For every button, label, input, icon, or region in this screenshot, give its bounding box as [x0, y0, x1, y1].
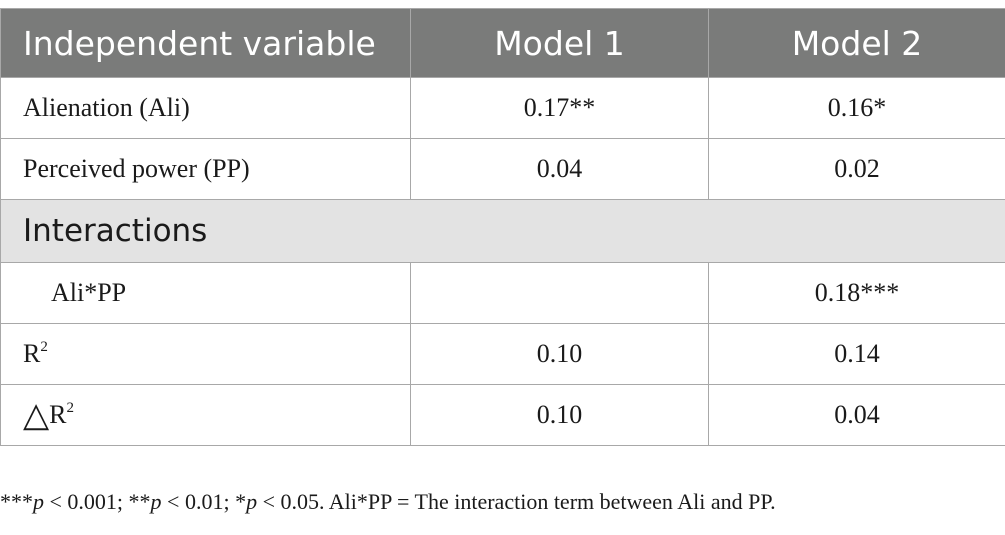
delta-triangle-icon: △	[23, 397, 50, 434]
r-squared-label: R	[23, 339, 41, 368]
regression-table: Independent variable Model 1 Model 2 Ali…	[0, 8, 1005, 446]
header-independent-variable: Independent variable	[0, 8, 411, 78]
row-label-perceived-power: Perceived power (PP)	[0, 138, 411, 200]
cell-model2-ali-pp: 0.18***	[708, 262, 1005, 324]
footnote-stars-3: *	[235, 489, 247, 514]
table-row: Perceived power (PP) 0.04 0.02	[0, 138, 1005, 200]
header-model-1: Model 1	[410, 8, 709, 78]
footnote-cond-3: < 0.05.	[257, 489, 329, 514]
table-row: Ali*PP 0.18***	[0, 262, 1005, 324]
cell-model2-perceived-power: 0.02	[708, 138, 1005, 200]
row-label-alienation: Alienation (Ali)	[0, 77, 411, 139]
r-squared-superscript: 2	[40, 339, 48, 355]
delta-r-squared-superscript: 2	[66, 400, 75, 416]
footnote-p-1: p	[33, 489, 44, 514]
cell-model2-alienation: 0.16*	[708, 77, 1005, 139]
footnote-definition: Ali*PP = The interaction term between Al…	[328, 489, 776, 514]
row-label-delta-r-squared: △R2	[0, 384, 411, 446]
footnote-cond-2: < 0.01;	[161, 489, 236, 514]
cell-model1-delta-r-squared: 0.10	[410, 384, 709, 446]
cell-model1-r-squared: 0.10	[410, 323, 709, 385]
footnote-stars-2: **	[128, 489, 151, 514]
footnote-cond-1: < 0.001;	[44, 489, 129, 514]
table-row: Alienation (Ali) 0.17** 0.16*	[0, 77, 1005, 139]
table-row: △R2 0.10 0.04	[0, 384, 1005, 446]
table-row: R2 0.10 0.14	[0, 323, 1005, 385]
section-label-interactions: Interactions	[0, 199, 1005, 263]
cell-model2-delta-r-squared: 0.04	[708, 384, 1005, 446]
footnote-p-3: p	[246, 489, 258, 514]
cell-model1-perceived-power: 0.04	[410, 138, 709, 200]
cell-model1-alienation: 0.17**	[410, 77, 709, 139]
row-label-r-squared: R2	[0, 323, 411, 385]
header-model-2: Model 2	[708, 8, 1005, 78]
footnote-stars-1: ***	[0, 489, 33, 514]
footnote-p-2: p	[150, 489, 162, 514]
row-label-ali-pp: Ali*PP	[0, 262, 411, 324]
delta-r-squared-label: R	[49, 400, 67, 429]
table-footnote: ***p < 0.001; **p < 0.01; *p < 0.05. Ali…	[0, 489, 1005, 515]
table-header-row: Independent variable Model 1 Model 2	[0, 8, 1005, 78]
cell-model2-r-squared: 0.14	[708, 323, 1005, 385]
cell-model1-ali-pp	[410, 262, 709, 324]
section-row-interactions: Interactions	[0, 199, 1005, 263]
